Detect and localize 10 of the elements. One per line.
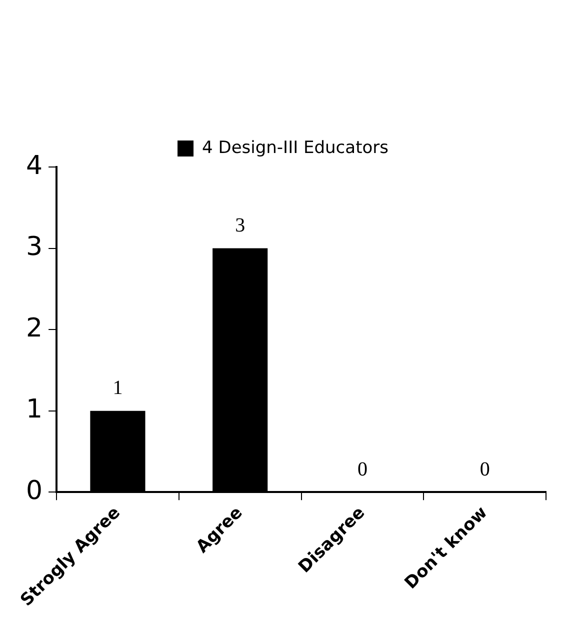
y-tick-label: 0: [26, 476, 43, 506]
data-label: 3: [235, 214, 246, 237]
y-tick-label: 3: [26, 232, 43, 262]
data-label: 1: [112, 377, 123, 400]
legend-label: 4 Design-III Educators: [202, 138, 389, 158]
y-tick-label: 1: [26, 394, 43, 425]
data-label: 0: [357, 458, 368, 480]
y-tick-label: 4: [26, 150, 43, 181]
data-label: 0: [480, 458, 490, 480]
y-tick-label: 2: [26, 313, 43, 344]
